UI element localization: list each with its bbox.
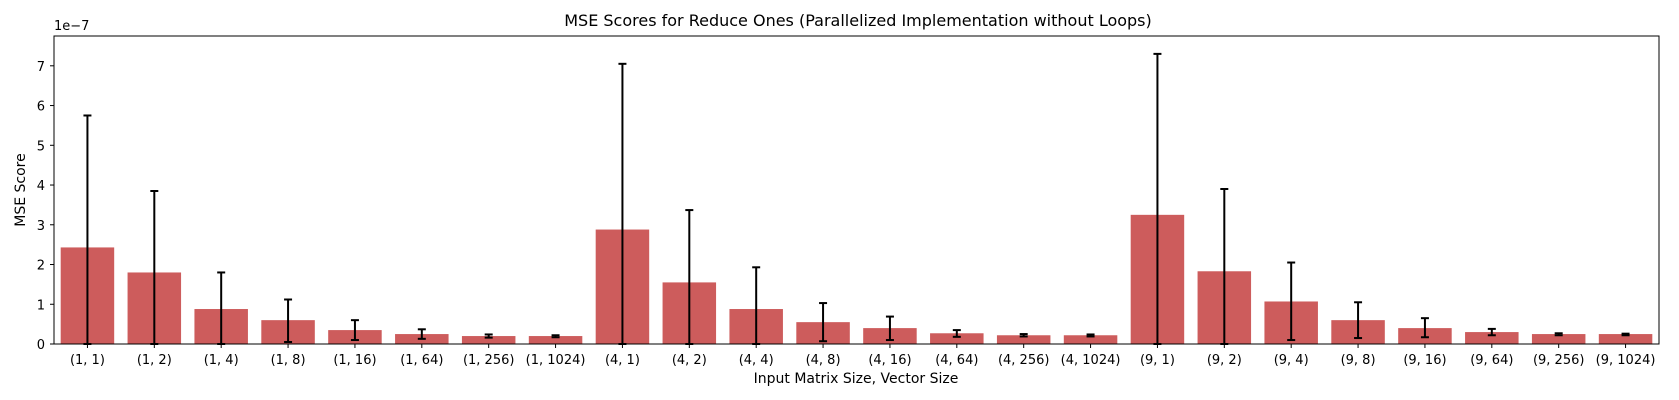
x-tick-label: (4, 16) bbox=[868, 353, 911, 368]
x-tick-label: (4, 256) bbox=[998, 353, 1050, 368]
x-tick-label: (9, 4) bbox=[1274, 353, 1309, 368]
x-tick-label: (1, 4) bbox=[204, 353, 239, 368]
x-tick-label: (9, 2) bbox=[1207, 353, 1242, 368]
x-axis-label: Input Matrix Size, Vector Size bbox=[754, 371, 959, 387]
x-tick-label: (1, 16) bbox=[333, 353, 376, 368]
x-axis: (1, 1) (1, 2) (1, 4) (1, 8) (1, 16) (1, 64) (1… bbox=[70, 344, 1655, 368]
chart-title: MSE Scores for Reduce Ones (Parallelized… bbox=[564, 11, 1152, 30]
x-tick-label: (1, 256) bbox=[463, 353, 515, 368]
plot-frame bbox=[53, 35, 1660, 345]
y-axis-offset-label: 1e−7 bbox=[54, 19, 89, 34]
y-tick-label: 3 bbox=[37, 219, 45, 234]
x-tick-label: (9, 64) bbox=[1470, 353, 1513, 368]
y-tick-label: 1 bbox=[37, 298, 45, 313]
x-tick-label: (4, 4) bbox=[739, 353, 774, 368]
bar bbox=[1465, 332, 1519, 344]
y-tick-label: 0 bbox=[37, 338, 45, 353]
bar bbox=[1063, 335, 1118, 344]
bar bbox=[996, 335, 1051, 344]
y-axis-label: MSE Score bbox=[13, 153, 29, 226]
y-tick-label: 7 bbox=[37, 60, 45, 75]
x-tick-label: (4, 8) bbox=[806, 353, 841, 368]
y-tick-label: 4 bbox=[37, 179, 45, 194]
bar bbox=[528, 336, 583, 344]
bar bbox=[461, 336, 516, 344]
y-tick-label: 2 bbox=[37, 259, 45, 274]
x-tick-label: (9, 1024) bbox=[1596, 353, 1656, 368]
x-tick-label: (9, 256) bbox=[1533, 353, 1585, 368]
bar bbox=[930, 333, 984, 344]
x-tick-label: (4, 2) bbox=[672, 353, 707, 368]
y-tick-label: 5 bbox=[37, 139, 45, 154]
y-tick-label: 6 bbox=[37, 100, 45, 115]
error-bars-group bbox=[83, 52, 1630, 345]
x-tick-label: (1, 64) bbox=[400, 353, 443, 368]
x-tick-label: (1, 8) bbox=[271, 353, 306, 368]
x-tick-label: (1, 1) bbox=[70, 353, 105, 368]
bar bbox=[1531, 334, 1586, 344]
bar bbox=[1598, 334, 1653, 344]
x-tick-label: (9, 16) bbox=[1403, 353, 1446, 368]
x-tick-label: (1, 1024) bbox=[526, 353, 586, 368]
x-tick-label: (9, 1) bbox=[1140, 353, 1175, 368]
x-tick-label: (4, 1) bbox=[605, 353, 640, 368]
x-tick-label: (4, 1024) bbox=[1061, 353, 1121, 368]
x-tick-label: (9, 8) bbox=[1341, 353, 1376, 368]
x-tick-label: (4, 64) bbox=[935, 353, 978, 368]
y-axis: 0 1 2 3 4 5 6 7 bbox=[37, 60, 54, 353]
bars-group bbox=[60, 214, 1653, 344]
x-tick-label: (1, 2) bbox=[137, 353, 172, 368]
